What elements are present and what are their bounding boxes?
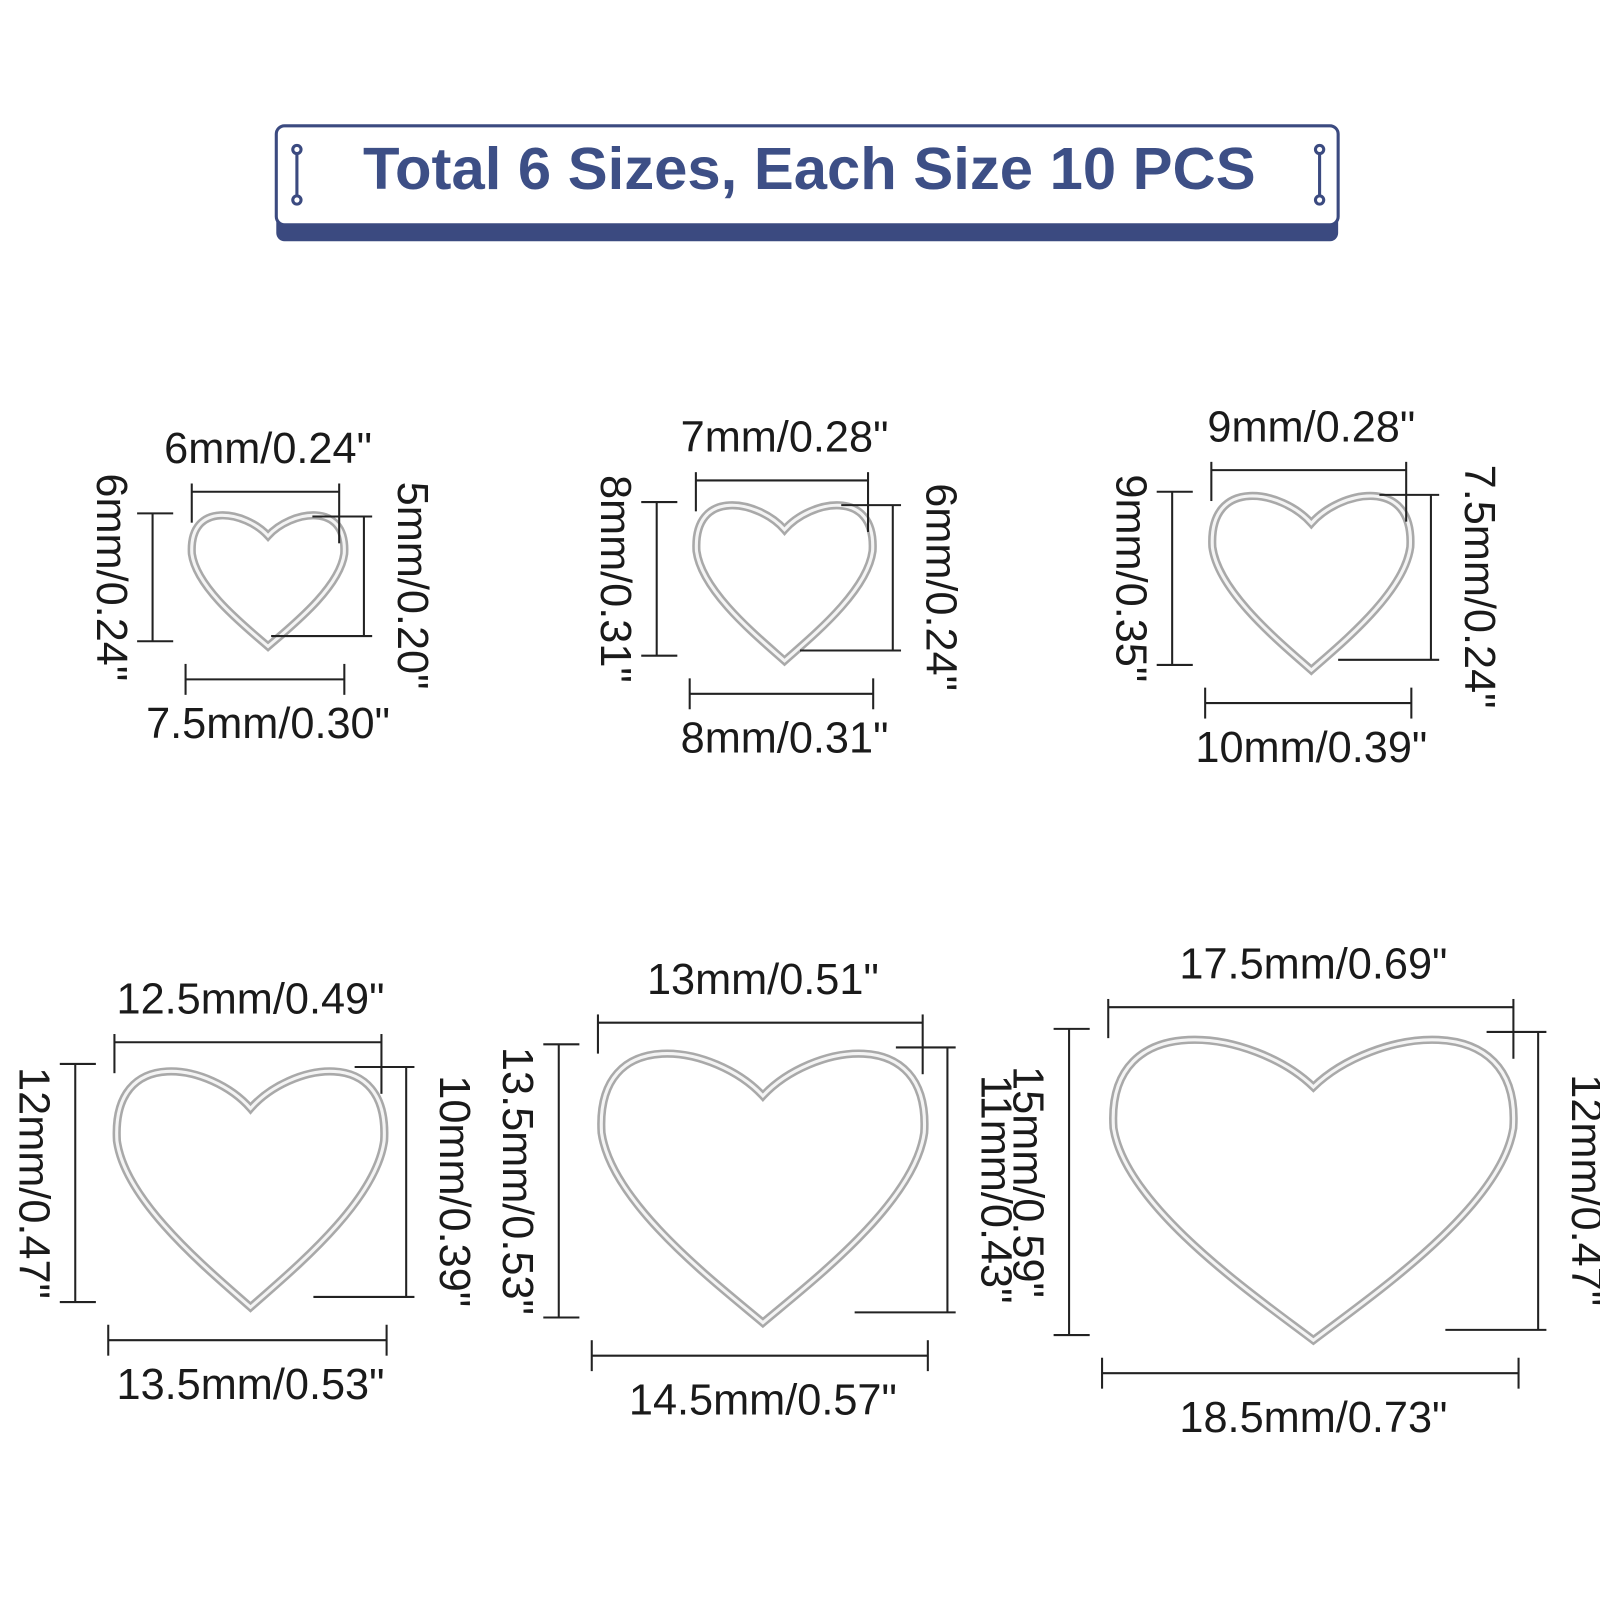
heart-item: 9mm/0.28" 10mm/0.39" 9mm/0.35" 7.5mm/0.24" [1106, 403, 1502, 772]
bottom-dimension: 7.5mm/0.30" [146, 700, 390, 748]
banner-title: Total 6 Sizes, Each Size 10 PCS [363, 135, 1256, 202]
right-dimension: 10mm/0.39" [430, 1075, 478, 1307]
right-dimension: 6mm/0.24" [917, 483, 965, 691]
heart-highlight [599, 1052, 926, 1325]
left-dimension: 15mm/0.59" [1003, 1066, 1051, 1298]
banner-box [274, 124, 1340, 227]
left-dimension: 8mm/0.31" [591, 475, 639, 683]
right-dimension: 12mm/0.47" [1562, 1074, 1600, 1306]
header-banner: Total 6 Sizes, Each Size 10 PCS [274, 124, 1340, 242]
top-dimension: 17.5mm/0.69" [1179, 940, 1447, 988]
heart-item: 7mm/0.28" 8mm/0.31" 8mm/0.31" 6mm/0.24" [591, 414, 965, 763]
right-dimension: 5mm/0.20" [388, 482, 436, 690]
banner-pins [291, 143, 1326, 206]
heart-highlight [1111, 1038, 1515, 1343]
top-dimension: 7mm/0.28" [681, 414, 889, 462]
top-dimension: 12.5mm/0.49" [117, 975, 385, 1023]
left-dimension: 13.5mm/0.53" [493, 1047, 541, 1315]
right-dimension: 7.5mm/0.24" [1455, 465, 1503, 709]
heart-item: 13mm/0.51" 14.5mm/0.57" 13.5mm/0.53" 11mm/0… [493, 956, 1019, 1425]
bottom-dimension: 13.5mm/0.53" [117, 1361, 385, 1409]
left-dimension: 6mm/0.24" [87, 473, 135, 681]
heart-highlight [694, 503, 875, 663]
bottom-dimension: 10mm/0.39" [1195, 724, 1427, 772]
right-dimension: 11mm/0.43" [971, 1075, 1019, 1304]
heart-item: 12.5mm/0.49" 13.5mm/0.53" 12mm/0.47" 10mm/0… [9, 975, 478, 1409]
top-dimension: 13mm/0.51" [647, 956, 879, 1004]
bottom-dimension: 14.5mm/0.57" [629, 1377, 897, 1425]
heart-outline [1109, 1035, 1518, 1346]
heart-item: 17.5mm/0.69" 18.5mm/0.73" 15mm/0.59" 12mm/0… [1003, 940, 1600, 1442]
heart-item: 6mm/0.24"7.5mm/0.30"6mm/0.24" 5mm/0.20" [87, 425, 436, 748]
heart-highlight [1210, 494, 1412, 673]
top-dimension: 6mm/0.24" [164, 425, 372, 473]
heart-highlight [115, 1069, 386, 1310]
bottom-dimension: 18.5mm/0.73" [1179, 1394, 1447, 1442]
bottom-dimension: 8mm/0.31" [681, 715, 889, 763]
left-dimension: 9mm/0.35" [1106, 474, 1154, 682]
heart-highlight [190, 513, 346, 649]
left-dimension: 12mm/0.47" [9, 1067, 57, 1299]
top-dimension: 9mm/0.28" [1207, 403, 1415, 451]
